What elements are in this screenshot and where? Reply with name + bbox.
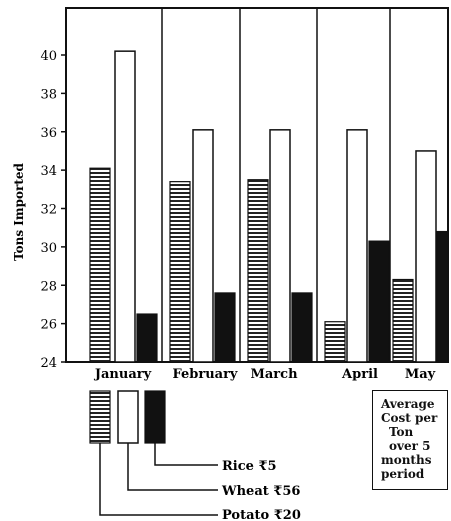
note-line: Cost per xyxy=(381,411,438,425)
legend-label-rice: Rice ₹5 xyxy=(222,459,277,474)
bar-wheat-march xyxy=(269,129,291,363)
legend-label-potato: Potato ₹20 xyxy=(222,508,301,521)
bar-rice-march xyxy=(291,292,313,363)
category-label-april: April xyxy=(341,367,378,382)
bar-rice-january xyxy=(136,313,158,363)
y-tick-label: 36 xyxy=(40,126,57,141)
bar-wheat-january xyxy=(114,50,136,363)
bar-rice-february xyxy=(214,292,236,363)
y-axis-title: Tons Imported xyxy=(12,162,26,260)
bar-potato-march xyxy=(247,179,269,363)
note-line: over 5 xyxy=(389,439,431,453)
legend-swatch-wheat xyxy=(117,390,139,444)
bar-potato-april xyxy=(324,321,346,363)
month-dividers xyxy=(161,8,391,362)
bar-rice-may xyxy=(436,230,449,363)
bar-wheat-april xyxy=(346,129,368,363)
y-tick-label: 30 xyxy=(40,241,57,256)
y-tick-label: 24 xyxy=(40,356,57,371)
bar-rice-april xyxy=(368,240,390,363)
bar-potato-may xyxy=(392,278,414,363)
category-label-january: January xyxy=(94,367,152,382)
y-tick-label: 40 xyxy=(40,49,57,64)
category-labels: January February March April May xyxy=(94,367,436,382)
note-line: Ton xyxy=(389,425,414,439)
y-tick-label: 38 xyxy=(40,87,57,102)
bar-potato-february xyxy=(169,181,191,363)
note-line: Average xyxy=(381,397,435,411)
legend-swatch-potato xyxy=(89,390,111,444)
category-label-may: May xyxy=(405,367,436,382)
y-tick-label: 34 xyxy=(40,164,57,179)
bar-potato-january xyxy=(89,167,111,363)
category-label-march: March xyxy=(250,367,298,382)
average-cost-note: Average Cost per Ton over 5 months perio… xyxy=(372,390,448,490)
legend-connectors xyxy=(99,443,218,516)
y-tick-label: 28 xyxy=(40,279,57,294)
legend-swatch-rice xyxy=(144,390,166,444)
legend-label-wheat: Wheat ₹56 xyxy=(221,484,300,499)
category-label-february: February xyxy=(172,367,237,382)
bar-wheat-may xyxy=(415,150,437,363)
y-tick-label: 26 xyxy=(40,318,57,333)
note-line: months xyxy=(381,453,432,467)
note-line: period xyxy=(381,467,425,481)
bars xyxy=(89,50,449,363)
y-tick-label: 32 xyxy=(40,203,57,218)
bar-wheat-february xyxy=(192,129,214,363)
y-ticks: 24 26 28 30 32 34 36 38 40 xyxy=(40,49,66,371)
